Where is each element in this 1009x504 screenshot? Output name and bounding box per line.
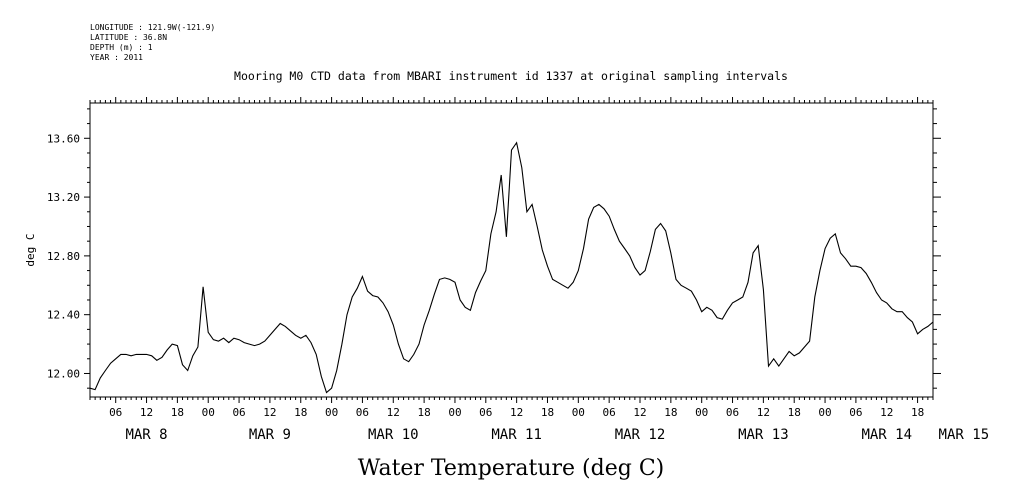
x-tick-label: 18 [294,406,307,419]
longitude-label: LONGITUDE : 121.9W(-121.9) [90,23,215,32]
x-tick-label: 18 [788,406,801,419]
x-tick-label: 06 [356,406,369,419]
x-tick-label: 06 [849,406,862,419]
x-tick-label: 12 [633,406,646,419]
day-label: MAR 9 [249,427,291,443]
x-tick-label: 12 [757,406,770,419]
x-tick-label: 12 [387,406,400,419]
y-tick-label: 12.40 [47,309,80,322]
x-tick-label: 06 [109,406,122,419]
series-group [89,141,934,394]
y-tick-label: 13.20 [47,191,80,204]
x-tick-label: 00 [202,406,215,419]
day-label: MAR 14 [861,427,912,443]
x-tick-label: 18 [171,406,184,419]
chart-title: Mooring M0 CTD data from MBARI instrumen… [234,69,788,83]
x-tick-label: 12 [880,406,893,419]
x-tick-label: 00 [818,406,831,419]
plot-frame [89,102,934,398]
x-tick-label: 18 [664,406,677,419]
day-label: MAR 15 [939,427,990,443]
temperature-series-line [89,141,934,394]
x-tick-label: 06 [232,406,245,419]
x-tick-label: 00 [572,406,585,419]
x-tick-label: 12 [140,406,153,419]
x-tick-label: 00 [695,406,708,419]
y-tick-label: 12.80 [47,250,80,263]
x-tick-label: 18 [417,406,430,419]
x-tick-label: 00 [325,406,338,419]
y-axis-label: deg C [24,233,37,266]
year-label: YEAR : 2011 [90,53,143,62]
day-label: MAR 8 [125,427,167,443]
y-tick-label: 13.60 [47,132,80,145]
x-tick-label: 18 [911,406,924,419]
x-tick-label: 18 [541,406,554,419]
day-label: MAR 10 [368,427,419,443]
x-tick-label: 06 [726,406,739,419]
day-label: MAR 13 [738,427,789,443]
day-label: MAR 11 [491,427,542,443]
x-tick-label: 12 [263,406,276,419]
x-tick-label: 06 [603,406,616,419]
x-tick-label: 00 [448,406,461,419]
x-tick-label: 06 [479,406,492,419]
x-tick-label: 12 [510,406,523,419]
day-label: MAR 12 [615,427,666,443]
x-axis-label: Water Temperature (deg C) [358,456,665,481]
y-tick-label: 12.00 [47,367,80,380]
depth-label: DEPTH (m) : 1 [90,43,153,52]
axes-group: 12.00 12.40 12.80 13.20 13.60 06 12 18 00 06 12 18 0… [47,97,989,443]
latitude-label: LATITUDE : 36.8N [90,33,167,42]
